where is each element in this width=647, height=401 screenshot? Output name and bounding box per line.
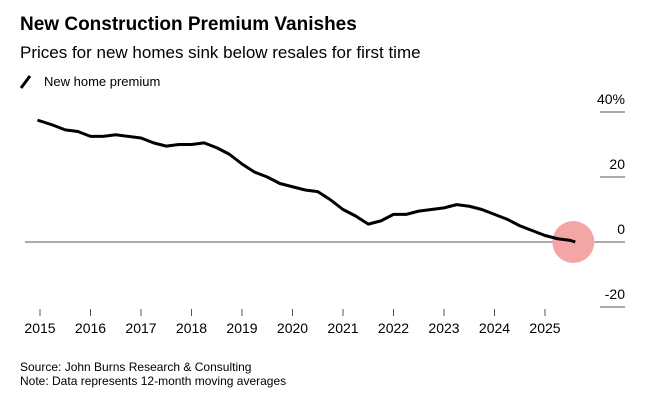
y-tick-label: 0 bbox=[617, 221, 625, 237]
x-tick-label: 2020 bbox=[277, 320, 308, 336]
y-tick-label: 20 bbox=[609, 156, 625, 172]
x-tick-label: 2021 bbox=[327, 320, 358, 336]
y-tick-label: 40% bbox=[597, 91, 625, 107]
legend-icon bbox=[19, 75, 32, 89]
x-tick-label: 2018 bbox=[176, 320, 207, 336]
chart-subtitle: Prices for new homes sink below resales … bbox=[20, 43, 421, 62]
x-tick-label: 2016 bbox=[75, 320, 106, 336]
chart-title: New Construction Premium Vanishes bbox=[20, 14, 357, 35]
y-tick-label: -20 bbox=[605, 286, 625, 302]
note: Note: Data represents 12-month moving av… bbox=[20, 374, 286, 388]
x-tick-label: 2017 bbox=[125, 320, 156, 336]
x-tick-label: 2024 bbox=[479, 320, 510, 336]
series-line bbox=[37, 118, 576, 244]
x-tick-label: 2022 bbox=[378, 320, 409, 336]
x-tick-label: 2025 bbox=[529, 320, 560, 336]
legend-label: New home premium bbox=[44, 74, 160, 89]
x-tick-label: 2023 bbox=[428, 320, 459, 336]
x-tick-label: 2015 bbox=[24, 320, 55, 336]
source: Source: John Burns Research & Consulting bbox=[20, 360, 251, 374]
x-tick-label: 2019 bbox=[226, 320, 257, 336]
